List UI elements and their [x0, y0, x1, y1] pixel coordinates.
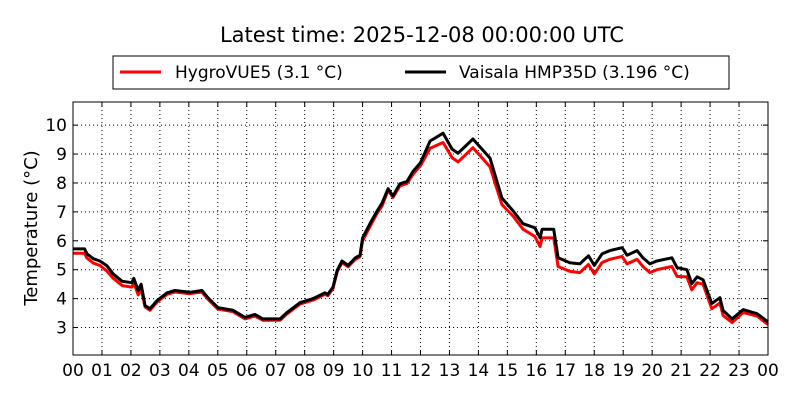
chart-title: Latest time: 2025-12-08 00:00:00 UTC [220, 23, 624, 47]
x-tick-label: 00 [62, 361, 84, 381]
x-tick-label: 04 [178, 361, 200, 381]
y-tick-label: 6 [56, 232, 67, 252]
x-tick-label: 09 [323, 361, 345, 381]
x-tick-label: 23 [728, 361, 750, 381]
x-tick-label: 14 [468, 361, 490, 381]
x-tick-label: 22 [699, 361, 721, 381]
x-tick-label: 07 [265, 361, 287, 381]
y-tick-label: 9 [56, 145, 67, 165]
x-tick-label: 16 [526, 361, 548, 381]
x-tick-label: 10 [352, 361, 374, 381]
x-tick-label: 19 [612, 361, 634, 381]
x-tick-label: 17 [554, 361, 576, 381]
y-tick-label: 10 [45, 116, 67, 136]
y-tick-label: 7 [56, 203, 67, 223]
x-tick-label: 06 [236, 361, 258, 381]
plot-frame [72, 101, 769, 356]
series-line-vaisala [73, 131, 769, 324]
axis-ticks: 00 01 02 03 04 05 06 07 08 09 10 11 12 13 14 15 16 17 18 19… [45, 102, 779, 381]
grid [73, 102, 768, 355]
series-line-hygrovue5 [73, 141, 769, 326]
x-tick-label: 01 [91, 361, 113, 381]
x-tick-label: 13 [439, 361, 461, 381]
legend-label-vaisala: Vaisala HMP35D (3.196 °C) [459, 63, 690, 83]
x-tick-label: 05 [207, 361, 229, 381]
x-tick-label: 18 [583, 361, 605, 381]
x-tick-label: 21 [670, 361, 692, 381]
x-tick-label: 15 [497, 361, 519, 381]
y-tick-label: 5 [56, 261, 67, 281]
legend-label-hygrovue5: HygroVUE5 (3.1 °C) [175, 63, 343, 83]
y-axis-label: Temperature (°C) [21, 150, 42, 306]
x-tick-label: 02 [120, 361, 142, 381]
x-tick-label: 08 [294, 361, 316, 381]
x-tick-label: 00 [757, 361, 779, 381]
x-tick-label: 20 [641, 361, 663, 381]
x-tick-label: 12 [410, 361, 432, 381]
y-tick-label: 4 [56, 290, 67, 310]
x-tick-label: 03 [149, 361, 171, 381]
x-tick-label: 11 [381, 361, 403, 381]
legend: HygroVUE5 (3.1 °C) Vaisala HMP35D (3.196… [112, 55, 730, 90]
series-lines [73, 131, 769, 326]
y-tick-label: 3 [56, 319, 67, 339]
y-tick-label: 8 [56, 174, 67, 194]
